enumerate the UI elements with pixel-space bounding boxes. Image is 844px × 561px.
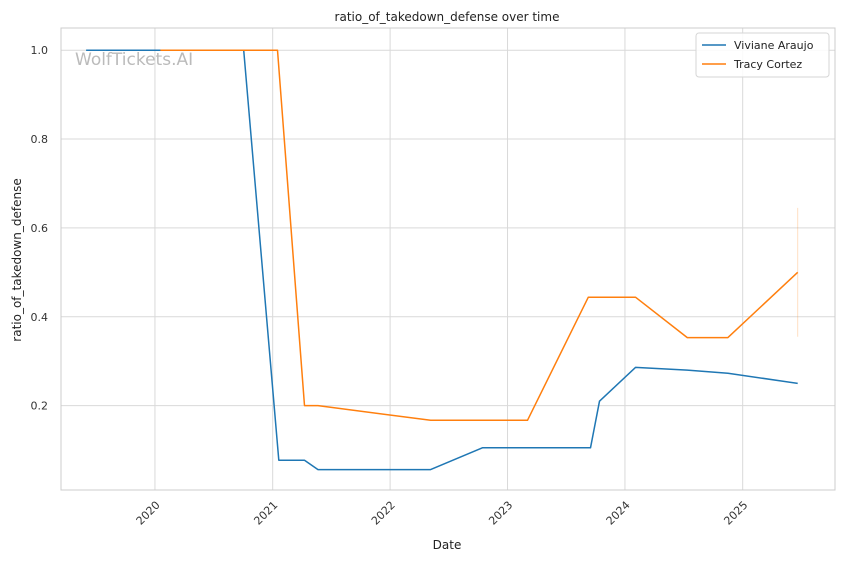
x-tick-label: 2021 [251, 499, 280, 528]
x-tick-label: 2025 [721, 499, 750, 528]
legend-label: Tracy Cortez [733, 58, 802, 71]
legend-box [695, 32, 830, 78]
series-line-1 [160, 49, 799, 422]
x-axis-label: Date [433, 538, 462, 552]
watermark: WolfTickets.AI [75, 50, 193, 70]
y-axis-label: ratio_of_takedown_defense [10, 178, 24, 341]
y-tick-label: 1.0 [31, 44, 49, 57]
plot-area: WolfTickets.AI [60, 27, 836, 491]
x-tick-label: 2023 [486, 499, 515, 528]
x-tick-label: 2022 [369, 499, 398, 528]
y-tick-label: 0.8 [31, 133, 49, 146]
series-lines [86, 49, 799, 471]
chart-title: ratio_of_takedown_defense over time [335, 10, 560, 24]
y-tick-label: 0.4 [31, 311, 49, 324]
x-axis-ticks: 2020 2021 2022 2023 2024 2025 [134, 499, 751, 528]
series-line-0 [86, 49, 798, 471]
legend: Viviane Araujo Tracy Cortez [695, 32, 830, 78]
plot-frame [60, 27, 836, 491]
y-tick-label: 0.6 [31, 222, 49, 235]
y-axis-ticks: 0.2 0.4 0.6 0.8 1.0 [31, 44, 49, 412]
plot-background [61, 28, 835, 490]
y-tick-label: 0.2 [31, 400, 49, 413]
x-tick-label: 2024 [604, 499, 633, 528]
x-tick-label: 2020 [134, 499, 163, 528]
legend-label: Viviane Araujo [734, 39, 814, 52]
